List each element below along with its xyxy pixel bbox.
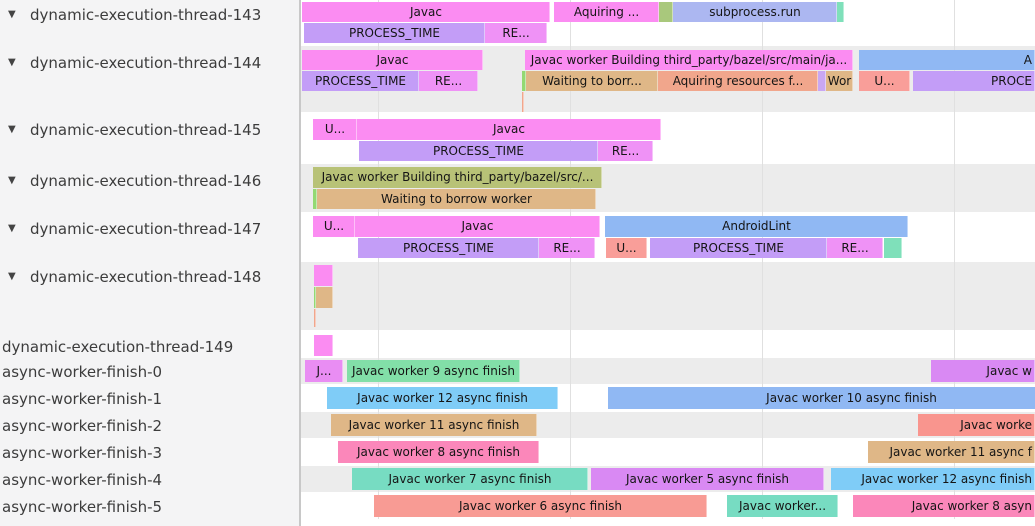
trace-slice[interactable]: Javac	[302, 50, 483, 70]
trace-slice[interactable]: Javac worker 8 async finish	[338, 441, 539, 463]
trace-slice[interactable]: Javac	[355, 216, 600, 237]
trace-slice[interactable]: PROCESS_TIME	[359, 141, 598, 161]
track-label[interactable]: async-worker-finish-3	[2, 444, 163, 462]
track-label[interactable]: dynamic-execution-thread-145	[30, 121, 262, 139]
trace-slice[interactable]: Javac worker 12 async finish	[831, 468, 1035, 490]
time-gridline	[570, 0, 571, 519]
trace-slice[interactable]	[314, 287, 316, 308]
time-gridline	[378, 0, 379, 519]
track-label[interactable]: async-worker-finish-1	[2, 390, 163, 408]
track-background	[301, 262, 1035, 330]
trace-slice[interactable]: RE...	[419, 71, 478, 91]
trace-slice[interactable]: Waiting to borr...	[526, 71, 658, 91]
trace-slice[interactable]: U...	[606, 238, 647, 258]
collapse-arrow-icon[interactable]: ▼	[8, 9, 16, 20]
track-label[interactable]: async-worker-finish-5	[2, 498, 163, 516]
trace-slice[interactable]	[522, 92, 524, 112]
trace-slice[interactable]	[818, 71, 826, 91]
trace-slice[interactable]: U...	[313, 216, 355, 237]
trace-slice[interactable]: Javac worker 5 async finish	[591, 468, 824, 490]
trace-slice[interactable]	[313, 189, 317, 209]
track-label[interactable]: dynamic-execution-thread-146	[30, 172, 262, 190]
trace-slice[interactable]: Wor	[826, 71, 853, 91]
track-label[interactable]: dynamic-execution-thread-143	[30, 6, 262, 24]
trace-slice[interactable]: U...	[313, 119, 357, 140]
track-label[interactable]: async-worker-finish-0	[2, 363, 163, 381]
trace-slice[interactable]: subprocess.run	[673, 2, 837, 22]
collapse-arrow-icon[interactable]: ▼	[8, 57, 16, 68]
trace-slice[interactable]: PROCESS_TIME	[650, 238, 827, 258]
trace-slice[interactable]: RE...	[485, 23, 547, 43]
trace-slice[interactable]	[884, 238, 902, 258]
trace-slice[interactable]: AndroidLint	[605, 216, 908, 237]
track-label[interactable]: async-worker-finish-4	[2, 471, 163, 489]
track-label[interactable]: dynamic-execution-thread-147	[30, 220, 262, 238]
trace-slice[interactable]: Javac worker...	[727, 495, 838, 517]
trace-slice[interactable]: RE...	[827, 238, 883, 258]
time-gridline	[954, 0, 955, 519]
trace-slice[interactable]: RE...	[539, 238, 595, 258]
trace-slice[interactable]: Javac worker 11 async finish	[331, 414, 537, 436]
trace-slice[interactable]: PROCE	[913, 71, 1035, 91]
trace-slice[interactable]	[837, 2, 844, 22]
trace-slice[interactable]	[314, 335, 333, 356]
track-list: ▼ dynamic-execution-thread-143 ▼ dynamic-ex…	[0, 0, 301, 526]
track-label[interactable]: dynamic-execution-thread-148	[30, 268, 262, 286]
trace-slice[interactable]	[522, 71, 526, 91]
trace-slice[interactable]	[314, 309, 316, 327]
trace-slice[interactable]: U...	[859, 71, 910, 91]
trace-slice[interactable]: Aquiring ...	[554, 2, 659, 22]
trace-slice[interactable]: Waiting to borrow worker	[317, 189, 596, 209]
track-label[interactable]: dynamic-execution-thread-144	[30, 54, 262, 72]
time-gridline	[762, 0, 763, 519]
trace-slice[interactable]: Aquiring resources f...	[658, 71, 818, 91]
trace-slice[interactable]: Javac worker Building third_party/bazel/…	[313, 167, 602, 188]
trace-slice[interactable]: PROCESS_TIME	[302, 71, 419, 91]
trace-slice[interactable]	[316, 287, 333, 308]
trace-slice[interactable]: Javac worke	[918, 414, 1035, 436]
trace-slice[interactable]: PROCESS_TIME	[358, 238, 539, 258]
trace-slice[interactable]: Javac worker 11 async f	[868, 441, 1035, 463]
track-label[interactable]: dynamic-execution-thread-149	[2, 338, 234, 356]
trace-slice[interactable]: PROCESS_TIME	[304, 23, 485, 43]
collapse-arrow-icon[interactable]: ▼	[8, 271, 16, 282]
trace-slice[interactable]: Javac	[357, 119, 661, 140]
trace-slice[interactable]: Javac w	[931, 360, 1035, 382]
collapse-arrow-icon[interactable]: ▼	[8, 175, 16, 186]
trace-slice[interactable]: J...	[305, 360, 343, 382]
trace-slice[interactable]: Javac worker 8 asyn	[853, 495, 1035, 517]
trace-slice[interactable]: Javac worker 9 async finish	[347, 360, 520, 382]
trace-slice[interactable]: RE...	[598, 141, 653, 161]
track-label[interactable]: async-worker-finish-2	[2, 417, 163, 435]
trace-slice[interactable]: Javac worker Building third_party/bazel/…	[525, 50, 853, 70]
trace-slice[interactable]	[314, 265, 333, 286]
collapse-arrow-icon[interactable]: ▼	[8, 223, 16, 234]
trace-slice[interactable]: Javac	[302, 2, 550, 22]
trace-slice[interactable]: Javac worker 6 async finish	[374, 495, 707, 517]
trace-slice[interactable]: Javac worker 10 async finish	[608, 387, 1035, 409]
trace-slice[interactable]	[659, 2, 673, 22]
trace-slice[interactable]: A	[859, 50, 1035, 70]
collapse-arrow-icon[interactable]: ▼	[8, 124, 16, 135]
trace-slice[interactable]: Javac worker 12 async finish	[327, 387, 558, 409]
trace-slice[interactable]: Javac worker 7 async finish	[352, 468, 588, 490]
